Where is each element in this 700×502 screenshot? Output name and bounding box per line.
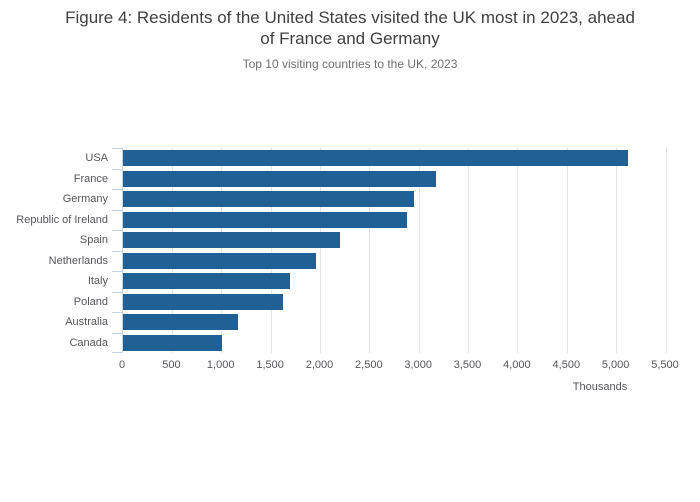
gridline-x-1500 xyxy=(270,148,272,353)
category-label-germany: Germany xyxy=(62,193,108,205)
category-label-australia: Australia xyxy=(65,316,108,328)
y-axis-tick xyxy=(112,271,122,272)
y-axis-tick xyxy=(112,291,122,293)
gridline-x-5000 xyxy=(616,148,618,353)
y-axis-tick xyxy=(112,209,122,211)
bar-poland xyxy=(123,293,283,310)
bar-germany xyxy=(123,191,415,208)
x-tick-label-0: 0 xyxy=(118,359,126,371)
bar-usa xyxy=(123,150,628,167)
y-axis-tick xyxy=(112,168,122,170)
y-axis-tick xyxy=(112,230,122,231)
category-label-netherlands: Netherlands xyxy=(48,254,108,267)
x-tick-label-3000: 3,000 xyxy=(404,359,432,371)
bar-australia xyxy=(123,314,238,331)
y-axis-tick xyxy=(112,148,122,149)
category-label-spain: Spain xyxy=(79,234,108,246)
gridline-x-2000 xyxy=(320,148,321,353)
x-tick-label-5000: 5,000 xyxy=(601,359,630,371)
y-axis-tick xyxy=(112,250,122,252)
y-axis-tick xyxy=(112,312,122,313)
category-label-canada: Canada xyxy=(69,336,108,349)
bar-spain xyxy=(123,232,341,249)
x-tick-label-2000: 2,000 xyxy=(305,359,334,371)
gridline-x-3000 xyxy=(418,148,420,353)
x-tick-label-500: 500 xyxy=(162,359,181,371)
x-axis-unit-label: Thousands xyxy=(572,381,628,393)
bar-netherlands xyxy=(123,252,316,269)
x-tick-label-5500: 5,500 xyxy=(651,359,679,371)
plot-area xyxy=(112,148,667,353)
x-tick-label-2500: 2,500 xyxy=(355,359,383,371)
category-label-republic-of-ireland: Republic of Ireland xyxy=(16,213,108,226)
chart-title-line-2: of France and Germany xyxy=(260,29,440,48)
category-label-usa: USA xyxy=(85,152,108,164)
category-label-france: France xyxy=(73,172,108,185)
y-axis-tick xyxy=(112,352,122,353)
gridline-x-2500 xyxy=(369,148,371,353)
chart-title-line-1: Figure 4: Residents of the United States… xyxy=(65,8,635,27)
x-tick-label-1000: 1,000 xyxy=(206,359,235,371)
category-label-italy: Italy xyxy=(87,275,108,287)
gridline-x-1000 xyxy=(221,148,223,353)
x-tick-label-4000: 4,000 xyxy=(503,359,531,371)
gridline-x-3500 xyxy=(468,148,469,353)
chart-subtitle: Top 10 visiting countries to the UK, 202… xyxy=(242,57,458,71)
bar-france xyxy=(123,170,436,187)
bar-republic-of-ireland xyxy=(123,211,408,228)
gridline-x-5500 xyxy=(665,148,667,353)
x-tick-label-3500: 3,500 xyxy=(453,359,482,371)
y-axis-tick xyxy=(112,189,122,190)
gridline-x-4500 xyxy=(566,148,568,353)
gridline-x-4000 xyxy=(517,148,519,353)
bar-canada xyxy=(123,334,222,351)
gridline-x-500 xyxy=(171,148,173,353)
chart-title: Figure 4: Residents of the United States… xyxy=(0,7,700,49)
category-label-poland: Poland xyxy=(73,295,108,308)
y-axis-tick xyxy=(112,332,122,334)
x-tick-label-4500: 4,500 xyxy=(552,359,581,371)
x-tick-label-1500: 1,500 xyxy=(256,359,284,371)
bar-italy xyxy=(123,273,290,290)
